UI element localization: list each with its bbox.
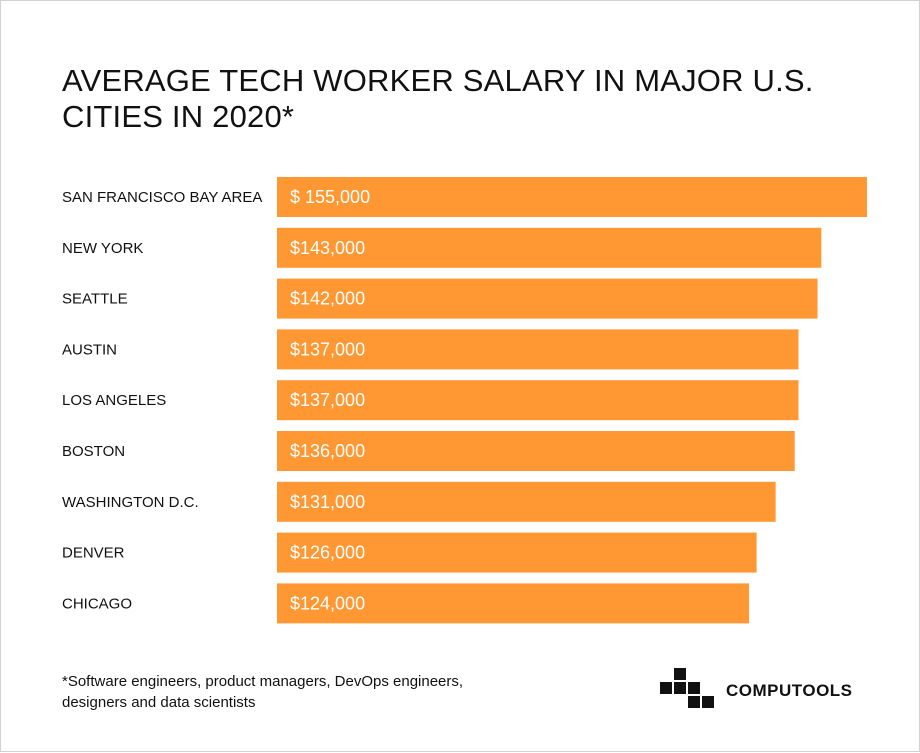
brand: COMPUTOOLS xyxy=(660,668,853,708)
brand-name: COMPUTOOLS xyxy=(726,681,853,700)
category-label: SEATTLE xyxy=(62,291,128,308)
bar-value-label: $142,000 xyxy=(290,289,365,309)
chart-title: AVERAGE TECH WORKER SALARY IN MAJOR U.S.… xyxy=(62,63,814,134)
bar-value-label: $143,000 xyxy=(290,238,365,258)
bar xyxy=(277,380,799,421)
bar xyxy=(277,481,776,522)
bar-value-label: $136,000 xyxy=(290,441,365,461)
category-label: BOSTON xyxy=(62,443,125,460)
bar xyxy=(277,329,799,370)
bar-value-label: $ 155,000 xyxy=(290,187,370,207)
bar-value-label: $137,000 xyxy=(290,390,365,410)
bar-value-label: $137,000 xyxy=(290,339,365,359)
bar xyxy=(277,583,749,624)
bar xyxy=(277,278,818,319)
footnote: *Software engineers, product managers, D… xyxy=(62,673,464,711)
bar xyxy=(277,227,822,268)
bar xyxy=(277,532,757,573)
bar-value-label: $126,000 xyxy=(290,543,365,563)
category-label: CHICAGO xyxy=(62,595,132,612)
bar xyxy=(277,431,795,471)
category-label: AUSTIN xyxy=(62,341,117,358)
category-label: NEW YORK xyxy=(62,240,143,257)
bar xyxy=(277,177,867,217)
category-label: LOS ANGELES xyxy=(62,392,166,409)
category-label: SAN FRANCISCO BAY AREA xyxy=(62,189,262,206)
bar-value-label: $131,000 xyxy=(290,492,365,512)
category-label: WASHINGTON D.C. xyxy=(62,494,199,511)
bar-value-label: $124,000 xyxy=(290,593,365,613)
category-label: DENVER xyxy=(62,545,125,562)
computools-logo-icon xyxy=(660,668,714,708)
